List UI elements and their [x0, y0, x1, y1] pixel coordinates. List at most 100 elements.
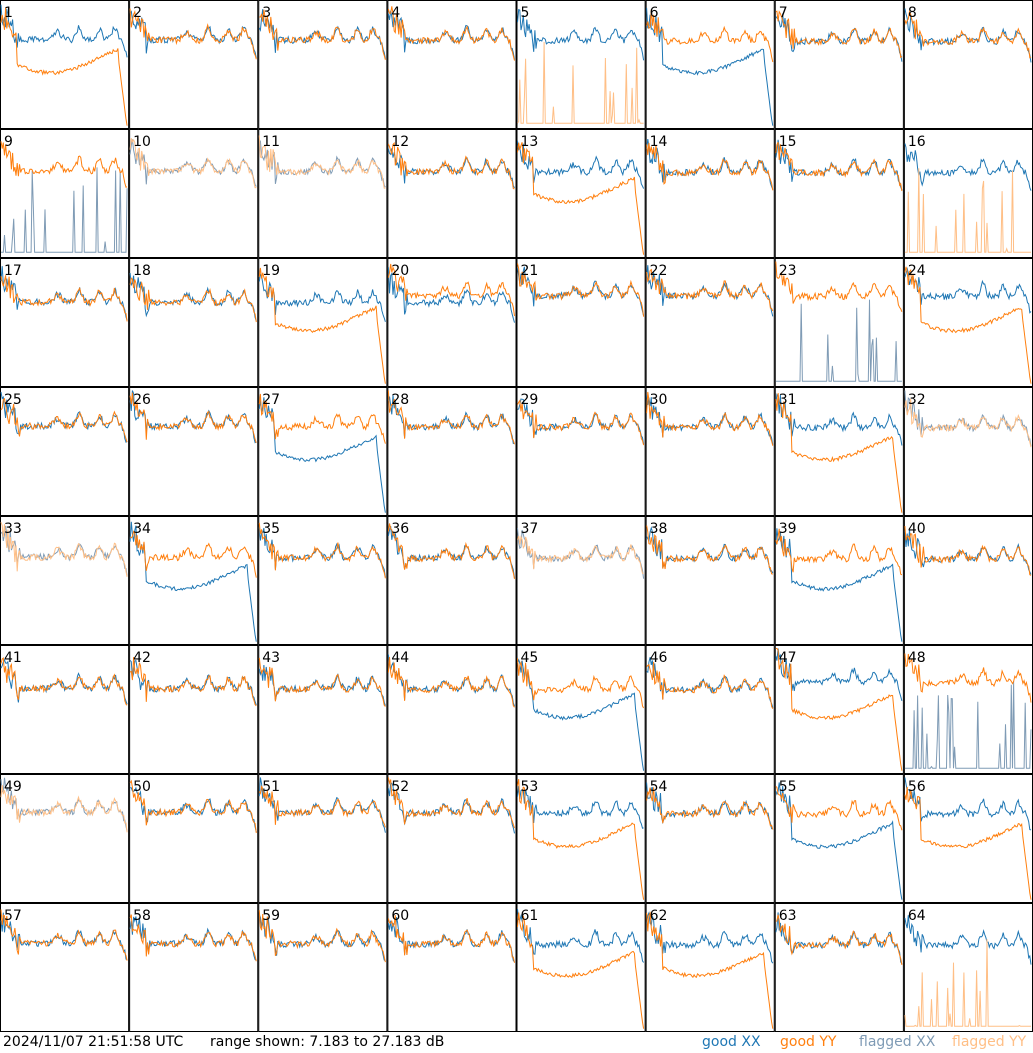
panel-label: 50: [133, 779, 151, 795]
series-yy: [646, 268, 774, 312]
panel-1: 1: [0, 0, 130, 129]
series-yy: [0, 909, 128, 961]
series-xx: [387, 10, 515, 60]
panel-border: [258, 0, 388, 129]
panel-border: [774, 387, 904, 516]
panel-border: [129, 129, 259, 258]
series-yy: [646, 391, 774, 446]
legend-good-xx: good XX: [702, 1034, 761, 1050]
panel-label: 58: [133, 908, 151, 924]
panel-26: 26: [129, 387, 259, 516]
legend-flagged-yy: flagged YY: [952, 1034, 1027, 1050]
series-yy: [517, 912, 645, 1029]
panel-54: 54: [645, 774, 775, 903]
series-yy: [0, 7, 128, 126]
series-yy: [387, 777, 515, 829]
panel-label: 62: [650, 908, 668, 924]
series-yy: [258, 522, 386, 579]
panel-44: 44: [387, 645, 517, 774]
panel-40: 40: [903, 516, 1033, 645]
panel-label: 64: [908, 908, 926, 924]
panel-label: 43: [262, 650, 280, 666]
panel-border: [0, 0, 130, 129]
series-xx: [258, 9, 386, 59]
panel-label: 5: [521, 5, 530, 21]
series-xx: [517, 658, 645, 771]
legend-good-yy: good YY: [780, 1034, 837, 1050]
series-yy: [904, 9, 1032, 59]
panel-label: 36: [391, 521, 409, 537]
panel-border: [258, 645, 388, 774]
panel-label: 4: [391, 5, 400, 21]
series-yy: [258, 267, 386, 384]
series-yy: [387, 657, 515, 708]
panel-52: 52: [387, 774, 517, 903]
legend-flagged-xx-pol: XX: [916, 1034, 936, 1050]
panel-label: 40: [908, 521, 926, 537]
panel-border: [774, 516, 904, 645]
range-label: range shown: 7.183 to 27.183 dB: [210, 1034, 445, 1050]
panel-label: 21: [521, 263, 539, 279]
series-yy: [775, 785, 903, 831]
panel-label: 30: [650, 392, 668, 408]
panel-border: [129, 0, 259, 129]
series-xx: [646, 395, 774, 445]
panel-label: 25: [4, 392, 22, 408]
panel-label: 57: [4, 908, 22, 924]
panel-label: 46: [650, 650, 668, 666]
series-yy: [904, 939, 1031, 1027]
panel-22: 22: [645, 258, 775, 387]
panel-border: [645, 645, 775, 774]
timestamp-label: 2024/11/07 21:51:58 UTC: [3, 1034, 184, 1050]
panel-border: [258, 516, 388, 645]
panel-label: 53: [521, 779, 539, 795]
panel-border: [645, 903, 775, 1032]
series-yy: [517, 263, 645, 317]
series-xx: [646, 911, 774, 964]
panel-border: [258, 903, 388, 1032]
series-yy: [904, 653, 1032, 703]
series-yy: [517, 142, 645, 255]
series-xx: [775, 648, 903, 702]
panel-border: [645, 258, 775, 387]
panel-border: [645, 0, 775, 129]
series-xx: [904, 143, 1032, 191]
panel-63: 63: [774, 903, 904, 1032]
series-xx: [775, 782, 903, 900]
panel-10: 10: [129, 129, 259, 258]
series-yy: [258, 135, 386, 189]
panel-7: 7: [774, 0, 904, 129]
series-xx: [0, 4, 128, 58]
series-yy: [129, 138, 257, 189]
series-xx: [775, 393, 903, 446]
series-yy: [129, 779, 257, 834]
series-yy: [775, 528, 903, 576]
panel-58: 58: [129, 903, 259, 1032]
panel-label: 6: [650, 5, 659, 21]
panel-5: 5: [516, 0, 646, 129]
panel-label: 38: [650, 521, 668, 537]
panel-border: [129, 258, 259, 387]
panel-4: 4: [387, 0, 517, 129]
series-xx: [904, 390, 1032, 447]
panel-label: 61: [521, 908, 539, 924]
series-yy: [387, 915, 515, 963]
panel-border: [0, 258, 130, 387]
series-yy: [517, 658, 645, 709]
series-xx: [904, 777, 1032, 831]
panel-label: 31: [779, 392, 797, 408]
panel-42: 42: [129, 645, 259, 774]
panel-13: 13: [516, 129, 646, 258]
panel-border: [516, 129, 646, 258]
series-xx: [517, 785, 644, 829]
series-xx: [129, 10, 257, 59]
series-yy: [904, 398, 1032, 448]
footer: 2024/11/07 21:51:58 UTC range shown: 7.1…: [0, 1032, 1033, 1053]
series-xx: [1, 167, 128, 253]
panel-label: 12: [391, 134, 409, 150]
panel-label: 14: [650, 134, 668, 150]
panel-61: 61: [516, 903, 646, 1032]
series-xx: [0, 777, 128, 832]
panel-25: 25: [0, 387, 130, 516]
